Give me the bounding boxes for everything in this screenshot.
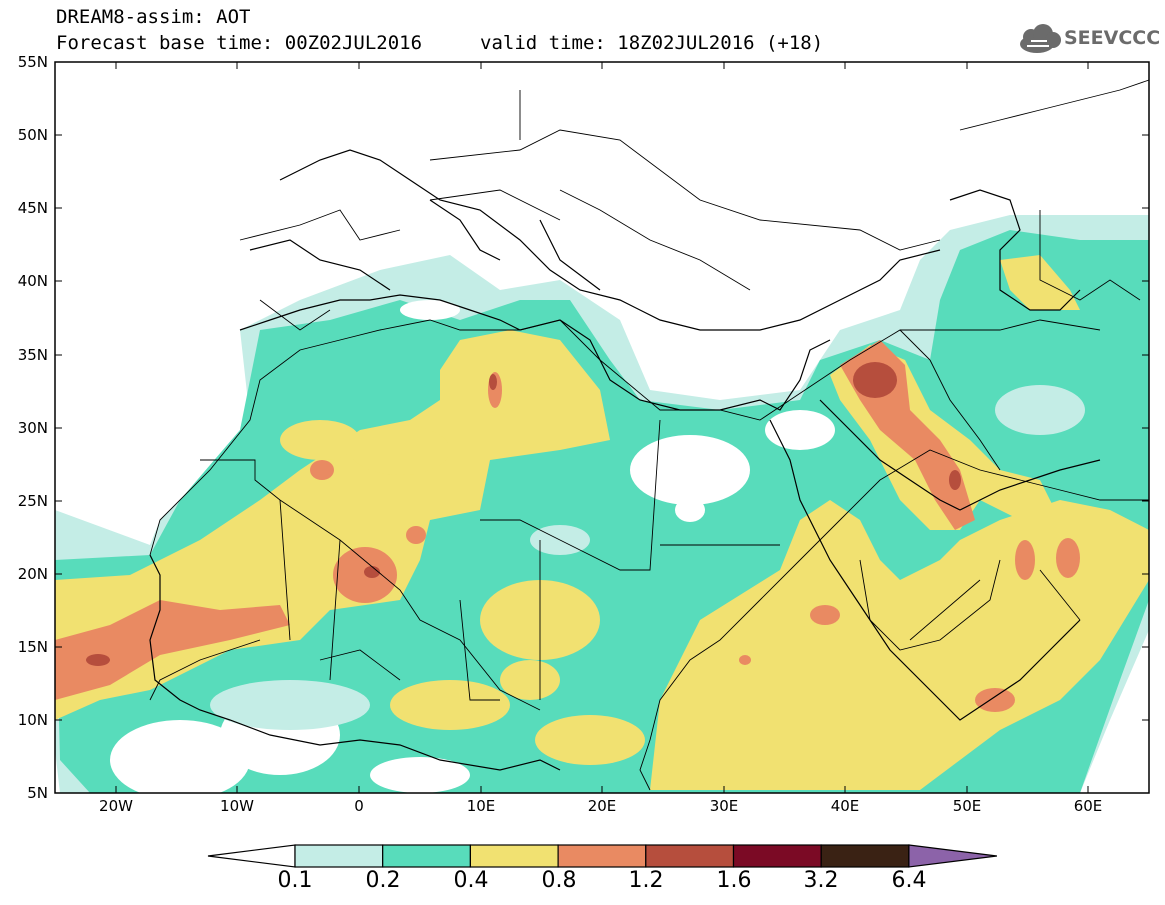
colorbar-tick: 1.2 (628, 868, 664, 893)
colorbar-tick: 1.6 (716, 868, 752, 893)
valid-time: valid time: 18Z02JUL2016 (+18) (480, 32, 824, 54)
lon-label: 30E (709, 797, 739, 815)
lon-label: 20W (99, 797, 133, 815)
lon-label: 10W (220, 797, 254, 815)
lon-label: 20E (587, 797, 617, 815)
colorbar-tick: 0.2 (365, 868, 401, 893)
lat-label: 55N (17, 53, 48, 71)
lat-label: 40N (17, 272, 48, 290)
lon-label: 10E (466, 797, 496, 815)
lon-label: 0 (354, 797, 364, 815)
lat-label: 35N (17, 346, 48, 364)
lat-label: 25N (17, 492, 48, 510)
lon-label: 40E (830, 797, 860, 815)
lat-label: 30N (17, 419, 48, 437)
lat-label: 20N (17, 565, 48, 583)
colorbar-tick: 3.2 (803, 868, 839, 893)
logo-text: SEEVCCC (1064, 27, 1161, 49)
lat-label: 5N (27, 784, 48, 802)
colorbar-tick: 0.4 (453, 868, 489, 893)
aot-field-1.2 (86, 362, 961, 666)
cloud-icon (1020, 24, 1061, 53)
colorbar-tick: 0.1 (277, 868, 313, 893)
title-line-1: DREAM8-assim: AOT (56, 6, 251, 28)
title-line-2: Forecast base time: 00Z02JUL2016 (56, 32, 423, 54)
lon-label: 60E (1073, 797, 1103, 815)
lat-label: 15N (17, 638, 48, 656)
lat-label: 50N (17, 126, 48, 144)
lat-label: 45N (17, 199, 48, 217)
lon-label: 50E (952, 797, 982, 815)
colorbar-tick: 0.8 (541, 868, 577, 893)
lat-label: 10N (17, 711, 48, 729)
colorbar-tick: 6.4 (891, 868, 927, 893)
